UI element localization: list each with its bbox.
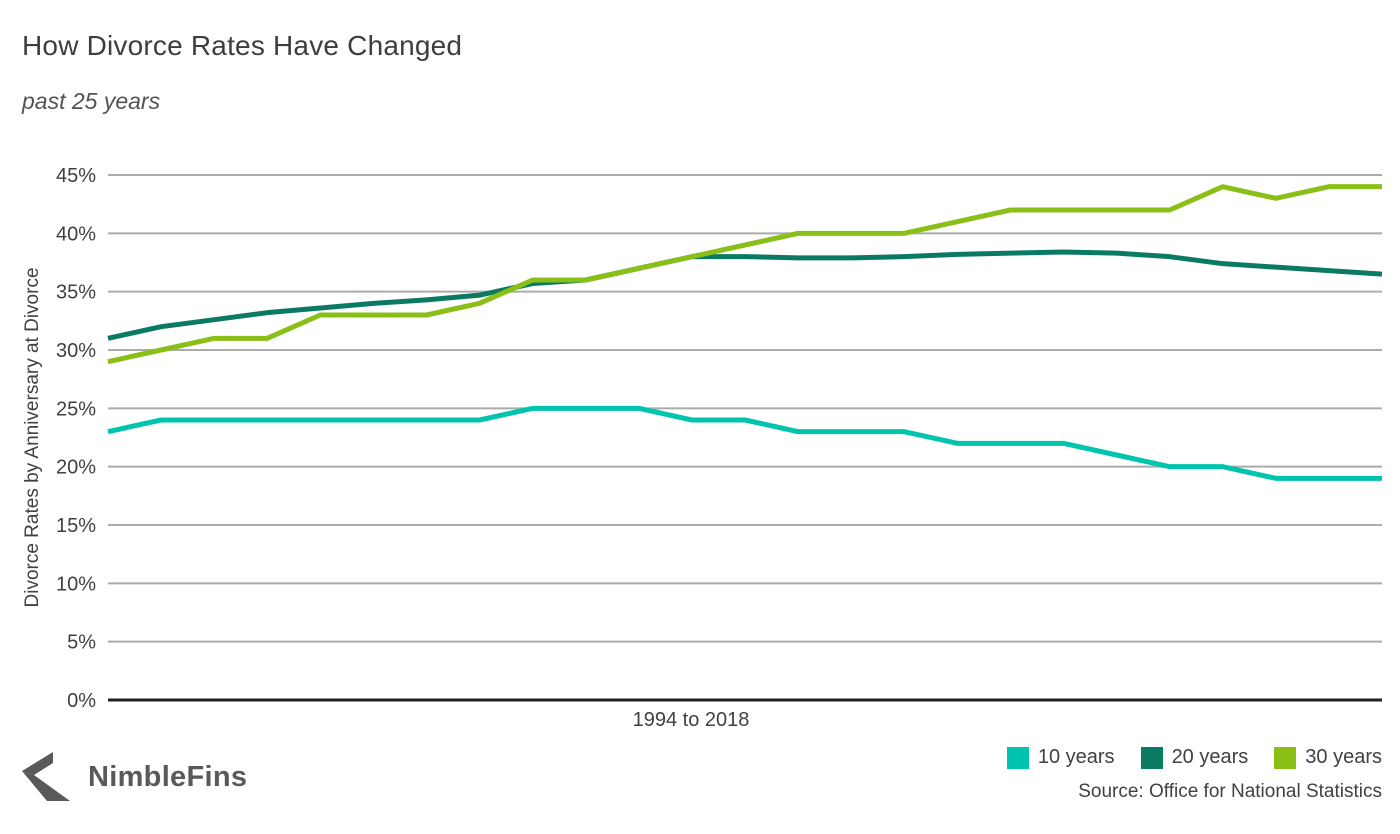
y-tick-label-10: 10%: [56, 573, 96, 595]
series-line-10-years: [107, 405, 1382, 481]
y-tick-label-35: 35%: [56, 282, 96, 304]
source-attribution: Source: Office for National Statistics: [1078, 781, 1382, 802]
chart-title: How Divorce Rates Have Changed: [22, 30, 463, 61]
legend-item-20-years: 20 years: [1140, 746, 1249, 769]
legend-item-30-years: 30 years: [1274, 746, 1382, 769]
y-tick-label-45: 45%: [56, 165, 96, 187]
legend-item-10-years: 10 years: [1006, 746, 1115, 769]
x-axis-title: 1994 to 2018: [633, 709, 750, 731]
nimblefins-logo: NimbleFins: [20, 750, 247, 804]
legend-label-20-years: 20 years: [1171, 746, 1249, 768]
legend-swatch-30-years: [1274, 746, 1297, 769]
y-tick-label-0: 0%: [67, 690, 96, 712]
divorce-rates-line-chart: 45% 40% 35% 30% 25% 20% 15% 10% 5% 0% Divorce Rate…: [22, 165, 1383, 731]
chart-legend: 10 years 20 years 30 years: [1006, 746, 1382, 769]
chart-subtitle: past 25 years: [22, 88, 161, 114]
y-tick-label-40: 40%: [56, 223, 96, 245]
series-line-30-years: [107, 184, 1382, 365]
nimblefins-logo-icon: [22, 752, 70, 801]
y-tick-label-25: 25%: [56, 398, 96, 420]
y-tick-label-30: 30%: [56, 340, 96, 362]
legend-label-10-years: 10 years: [1037, 746, 1115, 768]
y-axis-title: Divorce Rates by Anniversary at Divorce: [22, 267, 43, 607]
y-tick-label-5: 5%: [67, 632, 96, 654]
legend-swatch-10-years: [1006, 746, 1029, 769]
legend-swatch-20-years: [1140, 746, 1163, 769]
series-line-20-years: [107, 249, 1383, 341]
legend-label-30-years: 30 years: [1305, 746, 1382, 768]
y-tick-label-20: 20%: [56, 457, 96, 479]
nimblefins-logo-text: NimbleFins: [88, 760, 248, 793]
y-tick-label-15: 15%: [56, 515, 96, 537]
